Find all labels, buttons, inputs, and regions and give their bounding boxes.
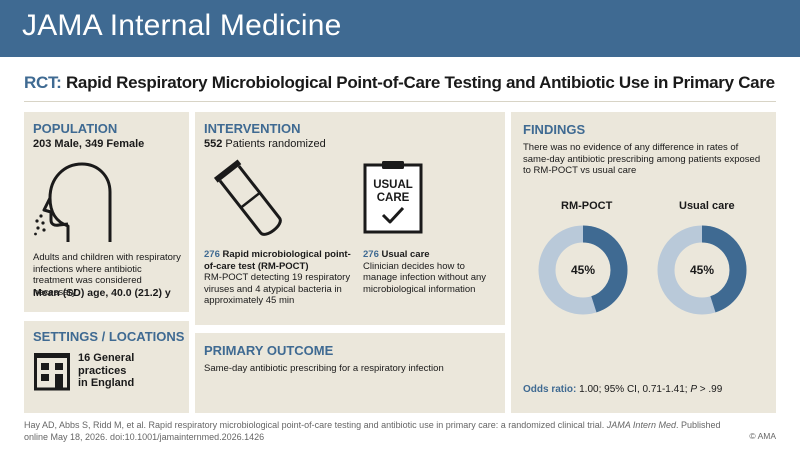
arm-rm-poct-count: 276 (204, 249, 220, 260)
page-title: RCT: Rapid Respiratory Microbiological P… (24, 73, 775, 93)
randomized-line: 552 Patients randomized (204, 138, 326, 151)
clipboard-icon (363, 161, 423, 234)
citation-part-1: Hay AD, Abbs S, Ridd M, et al. Rapid res… (24, 420, 607, 430)
findings-panel: FINDINGS There was no evidence of any di… (511, 112, 776, 413)
settings-line-1: 16 General (78, 352, 135, 364)
donut-value-rm-poct: 45% (570, 263, 596, 277)
citation-part-2: . Published online May 18, 2026. doi:10.… (24, 420, 721, 442)
odds-value: 1.00; 95% CI, 0.71-1.41; (579, 384, 691, 395)
donut-label-rm-poct: RM-POCT (561, 200, 613, 212)
settings-line-3: in England (78, 377, 135, 389)
p-label: P (690, 384, 697, 395)
intervention-heading: INTERVENTION (204, 121, 301, 136)
arm-rm-poct-name: Rapid microbiological point-of-care test… (204, 249, 351, 272)
findings-text: There was no evidence of any difference … (523, 142, 761, 176)
donut-label-usual-care: Usual care (679, 200, 735, 212)
population-description: Adults and children with respiratory inf… (33, 252, 181, 298)
title-text: Rapid Respiratory Microbiological Point-… (65, 73, 775, 92)
donut-value-usual-care: 45% (689, 263, 715, 277)
arm-usual-care: 276 Usual care Clinician decides how to … (363, 249, 501, 295)
header-bar: JAMA Internal Medicine (0, 0, 800, 57)
citation-journal: JAMA Intern Med (606, 420, 676, 430)
title-prefix: RCT: (24, 73, 62, 92)
clipboard-line-1: USUAL (373, 179, 413, 191)
settings-location: 16 General practices in England (78, 352, 134, 390)
population-panel: POPULATION 203 Male, 349 Female Adults a… (24, 112, 189, 312)
population-heading: POPULATION (33, 121, 118, 136)
randomized-count: 552 (204, 138, 223, 150)
donut-slice-rm-poct (538, 225, 628, 315)
head-profile-icon (34, 162, 112, 242)
outcome-heading: PRIMARY OUTCOME (204, 343, 334, 358)
arm-usual-care-title: 276 Usual care (363, 249, 501, 261)
arm-rm-poct-title: 276 Rapid microbiological point-of-care … (204, 249, 354, 272)
donut-chart (538, 225, 747, 315)
arm-usual-care-detail: Clinician decides how to manage infectio… (363, 260, 487, 295)
odds-label: Odds ratio: (523, 384, 577, 395)
settings-panel: SETTINGS / LOCATIONS 16 General practice… (24, 321, 189, 413)
clipboard-text: USUAL CARE (363, 179, 423, 205)
population-counts: 203 Male, 349 Female (33, 138, 145, 150)
settings-heading: SETTINGS / LOCATIONS (33, 329, 185, 344)
arm-usual-care-name: Usual care (378, 249, 430, 260)
arm-rm-poct: 276 Rapid microbiological point-of-care … (204, 249, 354, 307)
copyright: © AMA (749, 431, 776, 441)
title-divider (24, 101, 776, 102)
clipboard-line-2: CARE (376, 192, 410, 204)
population-age: Mean (SD) age, 40.0 (21.2) y (33, 287, 171, 299)
p-value: > .99 (696, 384, 723, 395)
building-icon (34, 353, 70, 391)
findings-heading: FINDINGS (523, 122, 586, 137)
outcome-text: Same-day antibiotic prescribing for a re… (204, 363, 444, 374)
odds-ratio: Odds ratio: 1.00; 95% CI, 0.71-1.41; P >… (523, 384, 722, 396)
journal-name: JAMA Internal Medicine (22, 9, 342, 42)
donut-slice-usual-care (657, 225, 747, 315)
arm-rm-poct-detail: RM-POCT detecting 19 respiratory viruses… (204, 272, 351, 306)
outcome-panel: PRIMARY OUTCOME Same-day antibiotic pres… (195, 333, 505, 413)
arm-usual-care-count: 276 (363, 249, 379, 260)
test-tube-icon (213, 159, 282, 236)
citation: Hay AD, Abbs S, Ridd M, et al. Rapid res… (24, 419, 724, 443)
randomized-label: Patients randomized (222, 138, 326, 150)
intervention-panel: INTERVENTION 552 Patients randomized USU… (195, 112, 505, 325)
settings-line-2: practices (78, 364, 127, 377)
